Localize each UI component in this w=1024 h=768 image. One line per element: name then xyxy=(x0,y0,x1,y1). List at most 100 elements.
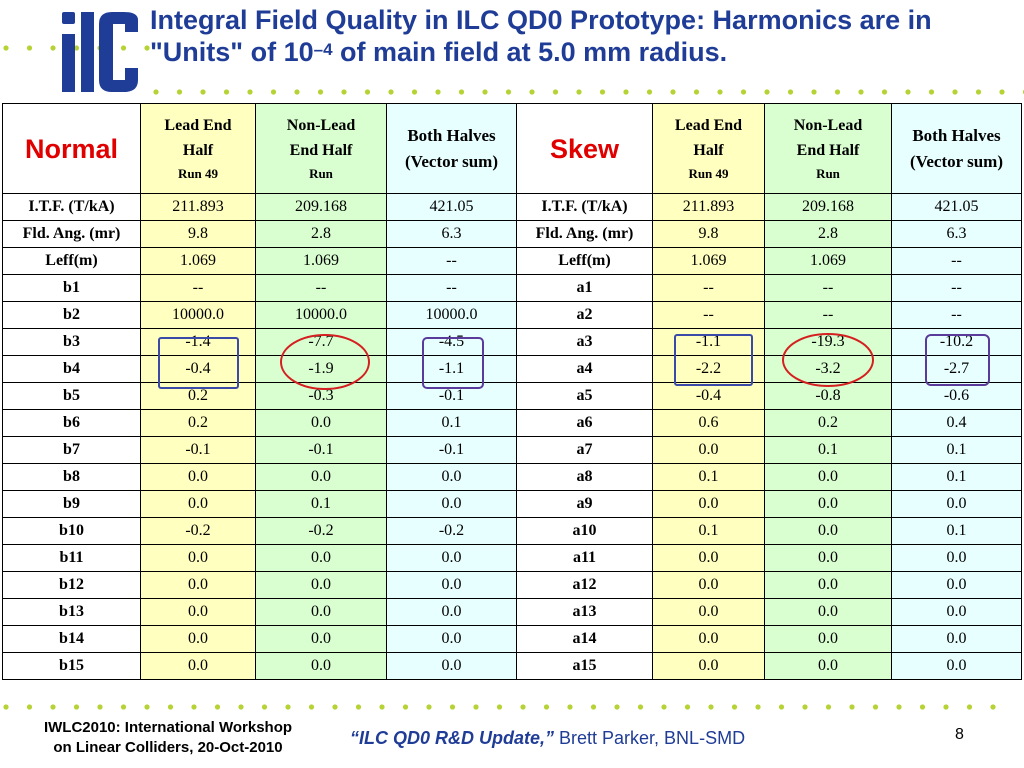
non-lead-end-header: Non-Lead End Half Run xyxy=(764,103,892,194)
non-lead-end-value: -1.9 xyxy=(255,355,387,383)
both-halves-value: -0.1 xyxy=(386,436,517,464)
decorative-dot xyxy=(144,704,150,710)
non-lead-end-value: -0.8 xyxy=(764,382,892,410)
both-halves-value: 421.05 xyxy=(386,193,517,221)
decorative-dot xyxy=(928,89,935,95)
decorative-dot xyxy=(825,704,832,710)
table-row: b3 -1.4 -7.7 -4.5 xyxy=(2,328,517,356)
decorative-dot xyxy=(919,704,926,710)
non-lead-end-value: 0.0 xyxy=(255,544,387,572)
both-halves-value: -- xyxy=(891,274,1022,302)
table-row: a8 0.1 0.0 0.1 xyxy=(516,463,1022,491)
row-label: b7 xyxy=(2,436,141,464)
both-halves-value: 0.0 xyxy=(386,463,517,491)
decorative-dot xyxy=(191,704,197,710)
table-row: Leff(m) 1.069 1.069 -- xyxy=(516,247,1022,275)
both-halves-value: 0.4 xyxy=(891,409,1022,437)
table-row: I.T.F. (T/kA) 211.893 209.168 421.05 xyxy=(516,193,1022,221)
both-halves-value: -0.2 xyxy=(386,517,517,545)
decorative-dot xyxy=(614,704,620,710)
row-label: a13 xyxy=(516,598,653,626)
non-lead-end-value: 0.0 xyxy=(764,517,892,545)
row-label: a10 xyxy=(516,517,653,545)
decorative-dots-top xyxy=(3,45,150,51)
both-halves-value: 0.0 xyxy=(386,652,517,680)
both-halves-value: 0.0 xyxy=(891,571,1022,599)
decorative-dot xyxy=(3,45,9,51)
decorative-dot xyxy=(294,89,300,95)
decorative-dot xyxy=(872,704,879,710)
decorative-dot xyxy=(708,704,714,710)
lead-end-value: 0.0 xyxy=(652,652,765,680)
row-label: b2 xyxy=(2,301,141,329)
row-label: a4 xyxy=(516,355,653,383)
table-row: b12 0.0 0.0 0.0 xyxy=(2,571,517,599)
both-halves-value: 0.0 xyxy=(386,625,517,653)
decorative-dot xyxy=(520,704,526,710)
table-row: a13 0.0 0.0 0.0 xyxy=(516,598,1022,626)
non-lead-end-value: 0.0 xyxy=(764,598,892,626)
decorative-dot xyxy=(458,89,465,95)
decorative-dot xyxy=(449,704,456,710)
decorative-dot xyxy=(966,704,973,710)
lead-end-value: 10000.0 xyxy=(140,301,256,329)
decorative-dots-middle xyxy=(153,89,1024,95)
non-lead-end-value: 0.1 xyxy=(255,490,387,518)
both-halves-value: 0.0 xyxy=(386,598,517,626)
lead-end-value: 0.0 xyxy=(652,571,765,599)
decorative-dot xyxy=(426,704,432,710)
decorative-dot xyxy=(73,45,80,51)
decorative-dot xyxy=(858,89,864,95)
row-label: b4 xyxy=(2,355,141,383)
table-row: a14 0.0 0.0 0.0 xyxy=(516,625,1022,653)
table-row: b4 -0.4 -1.9 -1.1 xyxy=(2,355,517,383)
table-row: a1 -- -- -- xyxy=(516,274,1022,302)
decorative-dot xyxy=(590,704,597,710)
row-label: a8 xyxy=(516,463,653,491)
table-row: b9 0.0 0.1 0.0 xyxy=(2,490,517,518)
decorative-dot xyxy=(50,704,56,710)
table-row: a7 0.0 0.1 0.1 xyxy=(516,436,1022,464)
non-lead-end-value: 0.2 xyxy=(764,409,892,437)
decorative-dot xyxy=(402,704,409,710)
row-label: b5 xyxy=(2,382,141,410)
decorative-dot xyxy=(411,89,418,95)
both-halves-header: Both Halves (Vector sum) xyxy=(386,103,517,194)
decorative-dot xyxy=(3,704,9,710)
decorative-dot xyxy=(26,45,33,51)
row-label: a2 xyxy=(516,301,653,329)
decorative-dot xyxy=(543,704,550,710)
lead-end-value: 0.0 xyxy=(140,625,256,653)
both-halves-value: 6.3 xyxy=(891,220,1022,248)
decorative-dot xyxy=(670,89,676,95)
row-label: a3 xyxy=(516,328,653,356)
table-row: a6 0.6 0.2 0.4 xyxy=(516,409,1022,437)
decorative-dot xyxy=(120,704,127,710)
non-lead-end-value: 0.0 xyxy=(764,463,892,491)
talk-footer: “ILC QD0 R&D Update,” Brett Parker, BNL-… xyxy=(350,728,746,748)
both-halves-value: -- xyxy=(386,274,517,302)
both-halves-value: -0.1 xyxy=(386,382,517,410)
table-row: Leff(m) 1.069 1.069 -- xyxy=(2,247,517,275)
row-label: a14 xyxy=(516,625,653,653)
row-label: a11 xyxy=(516,544,653,572)
decorative-dot xyxy=(341,89,347,95)
decorative-dot xyxy=(238,704,244,710)
both-halves-value: -4.5 xyxy=(386,328,517,356)
non-lead-end-value: -19.3 xyxy=(764,328,892,356)
non-lead-end-value: 0.0 xyxy=(764,490,892,518)
non-lead-end-value: 0.0 xyxy=(255,571,387,599)
lead-end-value: -- xyxy=(652,301,765,329)
decorative-dot xyxy=(364,89,371,95)
non-lead-end-value: 0.0 xyxy=(764,544,892,572)
table-row: a3 -1.1 -19.3 -10.2 xyxy=(516,328,1022,356)
lead-end-value: 0.0 xyxy=(652,436,765,464)
row-label: I.T.F. (T/kA) xyxy=(2,193,141,221)
non-lead-end-value: 10000.0 xyxy=(255,301,387,329)
non-lead-end-value: -0.3 xyxy=(255,382,387,410)
row-label: a5 xyxy=(516,382,653,410)
decorative-dot xyxy=(388,89,394,95)
row-label: b1 xyxy=(2,274,141,302)
table-row: b8 0.0 0.0 0.0 xyxy=(2,463,517,491)
non-lead-end-value: -0.2 xyxy=(255,517,387,545)
